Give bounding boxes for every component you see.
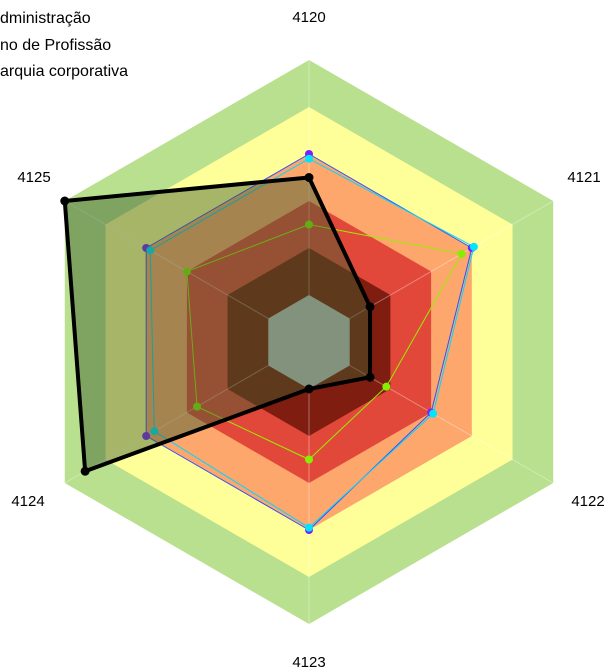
series-1-point-4122: [429, 409, 438, 418]
series-2-point-4123: [305, 455, 313, 464]
spoke-4125: [64, 200, 269, 319]
series-3-point-4124: [80, 466, 90, 476]
axis-label-4123: 4123: [292, 654, 325, 671]
spoke-4124: [64, 365, 269, 484]
series-3-point-4120: [304, 173, 314, 182]
series-3-point-4122: [365, 372, 375, 382]
radar-series: [60, 150, 478, 534]
series-2-point-4125: [182, 267, 191, 276]
series-0-point-4124: [142, 432, 151, 440]
series-2-point-4120: [305, 220, 313, 229]
legend-entry-2: arquia corporativa: [0, 63, 128, 80]
band-0-2: [268, 295, 350, 389]
series-3-point-4125: [60, 196, 70, 206]
series-1-point-4121: [469, 242, 478, 251]
axis-label-4125: 4125: [17, 169, 50, 186]
radar-axis-labels: 4120 4121 4122 4123 4124 4125: [11, 9, 604, 671]
legend-entry-1: no de Profissão: [0, 37, 111, 54]
radar-background-bands: [64, 60, 554, 624]
series-2-point-4124: [193, 402, 202, 411]
radar-spokes: [64, 60, 554, 624]
series-2-point-4122: [382, 382, 391, 391]
series-2-point-4121: [457, 249, 466, 258]
axis-label-4120: 4120: [292, 9, 325, 26]
series-1-point-4125: [146, 246, 155, 255]
legend: dministração no de Profissão arquia corpor…: [0, 10, 128, 80]
series-3-point-4123: [304, 384, 314, 394]
axis-label-4124: 4124: [11, 493, 44, 510]
series-1-point-4123: [305, 523, 313, 532]
legend-entry-0: dministração: [0, 10, 91, 27]
series-3-point-4121: [365, 302, 375, 312]
axis-label-4122: 4122: [571, 493, 604, 510]
axis-label-4121: 4121: [567, 169, 600, 186]
spoke-4121: [349, 200, 554, 319]
series-1-point-4120: [305, 154, 313, 163]
series-1-point-4124: [150, 427, 159, 436]
